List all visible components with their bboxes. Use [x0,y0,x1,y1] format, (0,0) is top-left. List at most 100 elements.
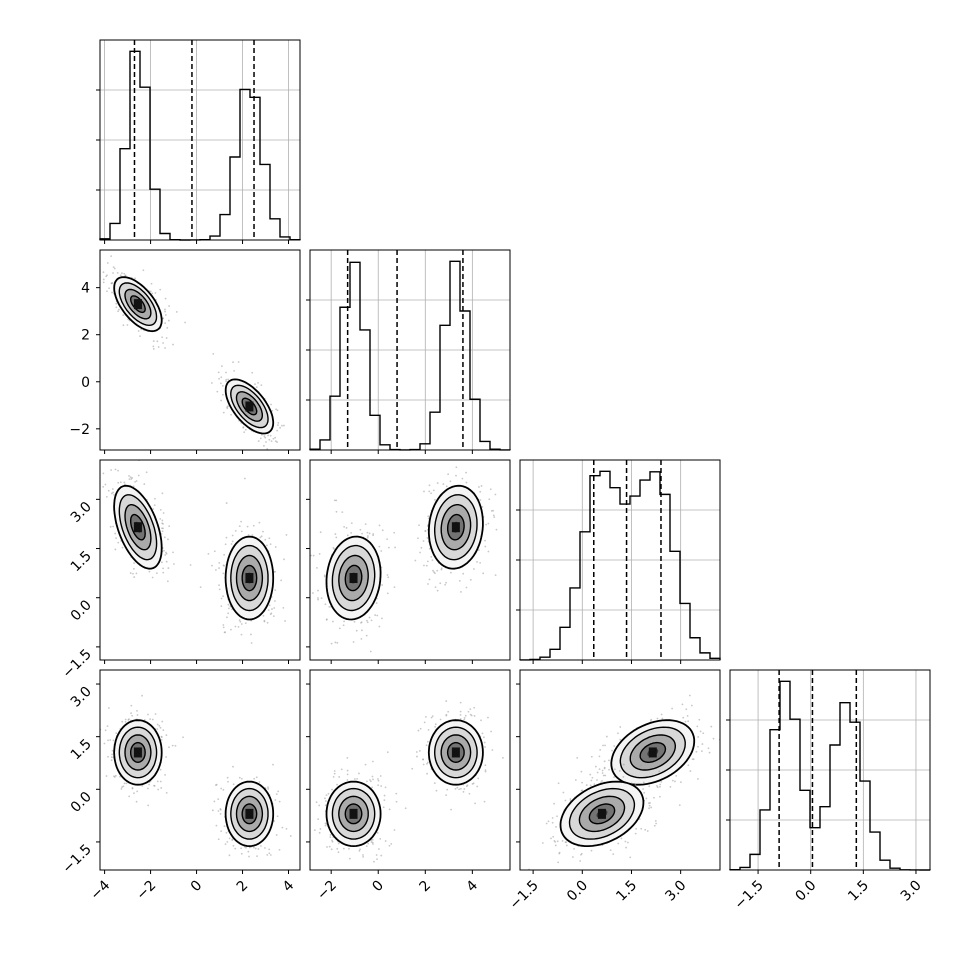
x-tick-label-3-1: 0.0 [792,878,819,905]
scatter-point [661,717,664,720]
scatter-point [458,579,461,582]
scatter-point [137,330,140,332]
scatter-point [161,492,164,495]
scatter-point [368,616,371,619]
scatter-point [366,780,368,783]
scatter-point [387,546,390,549]
scatter-point [258,781,261,783]
scatter-point [131,714,134,717]
scatter-point [675,774,678,777]
scatter-point [162,571,165,574]
scatter-point [242,426,245,429]
scatter-point [459,714,462,716]
scatter-point [141,694,143,697]
scatter-point [377,778,379,780]
scatter-point [128,475,130,477]
scatter-point [356,777,359,780]
scatter-point [267,788,270,790]
density-peak-0 [133,299,142,310]
scatter-point [374,614,377,616]
scatter-point [490,510,493,512]
peak-cell [133,747,142,758]
scatter-point [218,377,220,380]
scatter-point [158,724,161,727]
scatter-point [455,466,458,469]
scatter-point [225,378,228,381]
y-tick-label-3-0: −1.5 [59,841,94,876]
scatter-point [635,827,638,830]
scatter-point [155,572,158,575]
scatter-point [164,322,167,325]
scatter-point [313,829,316,832]
scatter-point [264,436,267,439]
scatter-point [629,856,632,859]
scatter-point [162,567,164,570]
scatter-point [315,801,318,804]
scatter-point [234,529,237,532]
scatter-point [653,796,655,799]
scatter-point [494,493,497,496]
scatter-point [168,746,170,749]
scatter-point [161,530,164,533]
scatter-point [556,815,558,818]
scatter-point [220,365,223,368]
scatter-point [281,424,283,427]
scatter-point [551,821,554,824]
scatter-point [366,531,369,534]
scatter-point [122,785,125,788]
scatter-point [342,847,345,850]
scatter-point [173,563,175,565]
scatter-point [430,716,433,719]
scatter-point [691,758,694,761]
scatter-point [106,725,109,728]
scatter-point [166,580,169,583]
scatter-point [318,804,321,807]
scatter-point [151,718,154,721]
scatter-point [416,755,418,758]
scatter-point [119,775,121,778]
scatter-point [269,854,272,856]
scatter-point [644,828,647,831]
scatter-point [89,274,91,276]
scatter-point [300,800,302,802]
scatter-point [395,800,398,803]
scatter-point [422,540,425,542]
scatter-point [366,621,369,624]
scatter-point [213,550,216,553]
scatter-point [445,794,448,797]
scatter-point [479,561,482,564]
scatter-point [394,546,397,549]
scatter-point [345,527,348,529]
scatter-point [103,742,106,745]
scatter-point [168,525,171,528]
scatter-point [233,369,235,372]
scatter-point [274,600,276,602]
panel-frame [99,39,301,241]
scatter-point [329,834,332,836]
scatter-point [333,770,336,772]
scatter-point [483,736,485,739]
scatter-point [418,524,420,527]
scatter-point [257,440,260,442]
scatter-point [359,528,362,531]
scatter-point [289,835,292,837]
scatter-point [364,523,367,526]
y-tick-label-1-0: −2 [69,422,90,438]
scatter-point [564,799,567,802]
scatter-point [371,775,374,778]
scatter-point [445,581,447,584]
scatter-point [137,474,140,477]
scatter-point [488,498,491,501]
scatter-point [580,852,583,855]
scatter-point [220,376,223,379]
scatter-point [172,551,174,554]
scatter-point [420,546,423,549]
scatter-point [156,723,159,726]
scatter-point [545,822,548,825]
scatter-point [340,768,343,771]
scatter-point [223,553,226,556]
scatter-point [660,780,663,783]
scatter-point [660,713,663,716]
scatter-point [162,512,165,514]
scatter-point [353,778,356,780]
